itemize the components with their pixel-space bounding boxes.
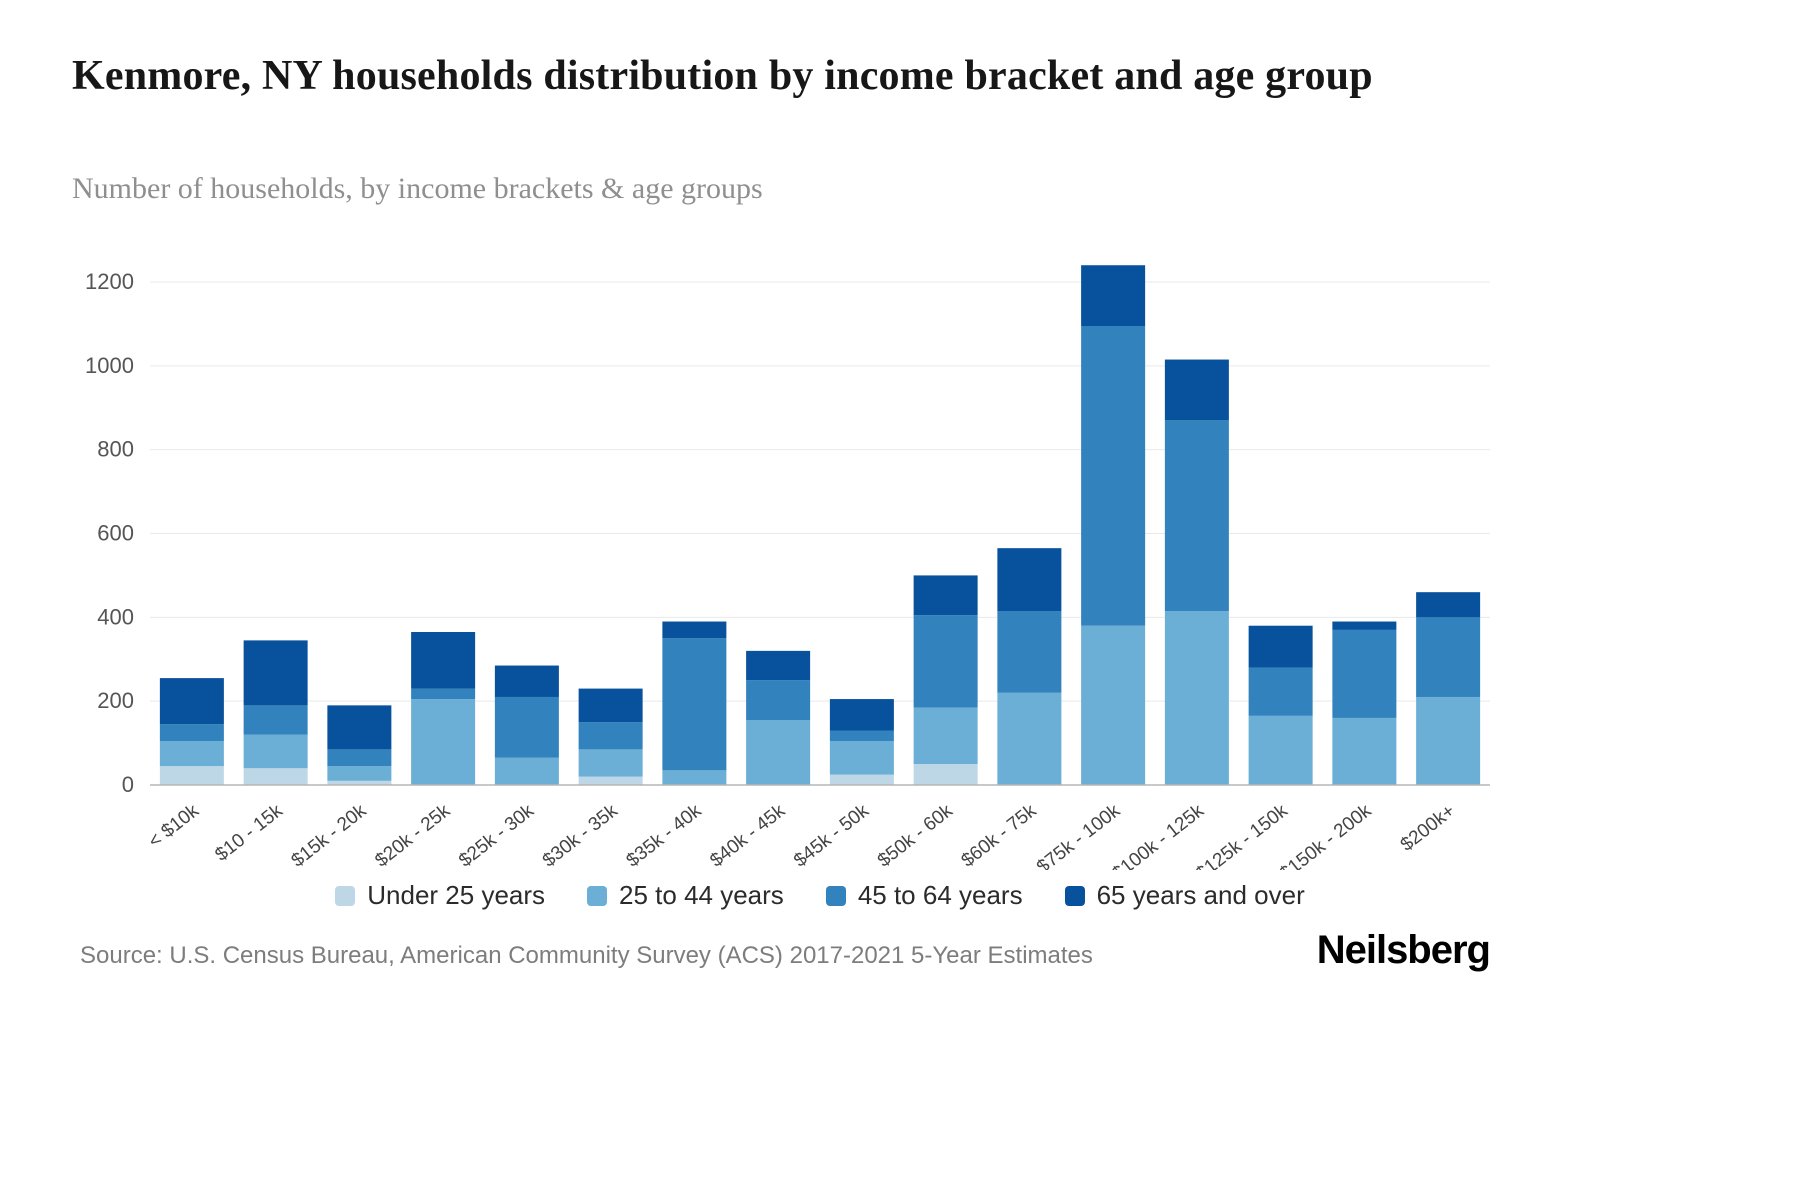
page-title: Kenmore, NY households distribution by i… [72, 53, 1373, 99]
bar-segment[interactable] [913, 764, 978, 785]
bar-segment[interactable] [243, 640, 308, 706]
y-axis-tick-label: 0 [122, 772, 134, 797]
x-axis-label: $20k - 25k [371, 800, 454, 870]
bar-segment[interactable] [997, 548, 1062, 612]
legend-label-under-25: Under 25 years [367, 880, 546, 910]
x-axis-label: $35k - 40k [623, 800, 706, 870]
brand-logo: Neilsberg [1316, 928, 1491, 972]
bar-segment[interactable] [578, 749, 643, 777]
bar-segment[interactable] [327, 766, 392, 781]
bar-segment[interactable] [494, 696, 559, 758]
bar-segment[interactable] [1332, 621, 1397, 630]
x-axis-label: < $10k [145, 800, 204, 852]
bar-segment[interactable] [1416, 617, 1481, 697]
bar-segment[interactable] [1248, 715, 1313, 785]
bar-segment[interactable] [746, 720, 811, 785]
bar-segment[interactable] [1164, 359, 1229, 421]
legend-swatch-45-to-64-icon [825, 885, 846, 906]
legend-item-65-and-over[interactable]: 65 years and over [1064, 880, 1305, 911]
bar-segment[interactable] [1081, 625, 1146, 785]
bar-segment[interactable] [411, 699, 476, 785]
bar-segment[interactable] [1081, 265, 1146, 327]
bar-segment[interactable] [327, 749, 392, 767]
legend-swatch-25-to-44-icon [587, 885, 608, 906]
x-axis-label: $200k+ [1397, 800, 1459, 855]
bar-segment[interactable] [159, 724, 224, 741]
bar-segment[interactable] [1416, 592, 1481, 618]
bar-segment[interactable] [411, 632, 476, 689]
bar-segment[interactable] [997, 692, 1062, 785]
bar-segment[interactable] [159, 740, 224, 767]
stacked-bar-chart: 0 200 400 600 800 1000 1200 < $10k $10 - 15k $15k… [85, 265, 1490, 870]
x-axis-label: $25k - 30k [455, 800, 538, 870]
bar-segment[interactable] [746, 650, 811, 681]
bar-segment[interactable] [997, 611, 1062, 693]
bar-segment[interactable] [913, 575, 978, 616]
bar-segment[interactable] [829, 774, 894, 785]
bar-segment[interactable] [1332, 717, 1397, 785]
bar-segment[interactable] [494, 757, 559, 785]
y-axis-tick-label: 1200 [85, 269, 134, 294]
bar-segment[interactable] [829, 730, 894, 741]
bar-segment[interactable] [829, 699, 894, 731]
bar-segment[interactable] [1416, 696, 1481, 785]
y-axis-tick-label: 200 [97, 688, 134, 713]
bar-segment[interactable] [327, 780, 392, 785]
legend-swatch-65-and-over-icon [1064, 885, 1085, 906]
bar-segment[interactable] [243, 768, 308, 785]
bar-segment[interactable] [1248, 625, 1313, 668]
bar-segment[interactable] [243, 734, 308, 769]
x-axis-label: $15k - 20k [288, 800, 371, 870]
bar-segment[interactable] [1248, 667, 1313, 716]
y-axis-tick-label: 400 [97, 604, 134, 629]
bar-segment[interactable] [662, 638, 727, 771]
legend-item-25-to-44[interactable]: 25 to 44 years [587, 880, 784, 911]
y-axis-tick-label: 600 [97, 521, 134, 546]
legend-label-25-to-44: 25 to 44 years [619, 880, 784, 910]
bar-segment[interactable] [1081, 326, 1146, 626]
legend-swatch-under-25-icon [335, 885, 356, 906]
x-axis-label: $125k - 150k [1192, 800, 1292, 870]
x-axis-label: $45k - 50k [790, 800, 873, 870]
bar-segment[interactable] [662, 770, 727, 785]
x-axis-label: $75k - 100k [1033, 800, 1125, 870]
y-axis-tick-label: 1000 [85, 353, 134, 378]
bar-segment[interactable] [159, 766, 224, 785]
bar-segment[interactable] [913, 615, 978, 708]
x-axis-label: $150k - 200k [1276, 800, 1376, 870]
x-axis-label: $50k - 60k [874, 800, 957, 870]
source-note: Source: U.S. Census Bureau, American Com… [80, 942, 1093, 969]
x-axis-label: $60k - 75k [958, 800, 1041, 870]
bar-segment[interactable] [578, 722, 643, 750]
y-axis-tick-label: 800 [97, 437, 134, 462]
legend-label-65-and-over: 65 years and over [1096, 880, 1305, 910]
bar-segment[interactable] [1164, 420, 1229, 612]
bar-segment[interactable] [662, 621, 727, 639]
bar-segment[interactable] [829, 740, 894, 775]
x-axis-label: $40k - 45k [706, 800, 789, 870]
bar-segment[interactable] [243, 705, 308, 735]
bar-segment[interactable] [746, 680, 811, 721]
bar-segment[interactable] [159, 678, 224, 725]
bar-segment[interactable] [1332, 629, 1397, 718]
bar-segment[interactable] [494, 665, 559, 697]
chart-legend: Under 25 years 25 to 44 years 45 to 64 y… [150, 880, 1490, 911]
x-axis-label: $100k - 125k [1108, 800, 1208, 870]
bar-segment[interactable] [578, 688, 643, 723]
legend-item-45-to-64[interactable]: 45 to 64 years [825, 880, 1023, 911]
x-axis-label: $10 - 15k [211, 800, 287, 866]
legend-label-45-to-64: 45 to 64 years [857, 880, 1023, 910]
bar-segment[interactable] [327, 705, 392, 750]
legend-item-under-25[interactable]: Under 25 years [335, 880, 545, 911]
bar-segment[interactable] [578, 776, 643, 785]
bar-segment[interactable] [1164, 611, 1229, 785]
bar-segment[interactable] [913, 707, 978, 765]
x-axis-label: $30k - 35k [539, 800, 622, 870]
page-subtitle: Number of households, by income brackets… [72, 172, 763, 205]
bar-segment[interactable] [411, 688, 476, 700]
